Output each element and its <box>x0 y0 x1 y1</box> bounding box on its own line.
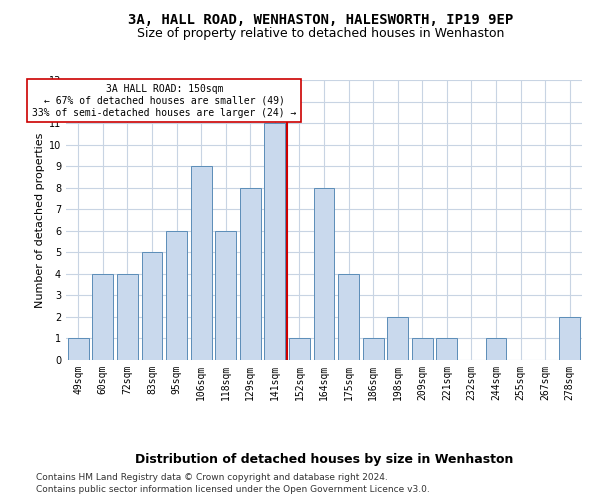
Bar <box>117 274 138 360</box>
Bar <box>362 338 383 360</box>
Text: Size of property relative to detached houses in Wenhaston: Size of property relative to detached ho… <box>137 28 505 40</box>
Bar <box>92 274 113 360</box>
Bar <box>436 338 457 360</box>
Bar <box>338 274 359 360</box>
Bar <box>166 231 187 360</box>
Bar <box>314 188 334 360</box>
Y-axis label: Number of detached properties: Number of detached properties <box>35 132 44 308</box>
Bar <box>142 252 163 360</box>
Bar <box>485 338 506 360</box>
Text: 3A, HALL ROAD, WENHASTON, HALESWORTH, IP19 9EP: 3A, HALL ROAD, WENHASTON, HALESWORTH, IP… <box>128 12 514 26</box>
Text: Contains public sector information licensed under the Open Government Licence v3: Contains public sector information licen… <box>36 485 430 494</box>
Bar <box>412 338 433 360</box>
Bar <box>559 317 580 360</box>
Bar <box>265 123 286 360</box>
Text: Contains HM Land Registry data © Crown copyright and database right 2024.: Contains HM Land Registry data © Crown c… <box>36 472 388 482</box>
Bar <box>240 188 261 360</box>
X-axis label: Distribution of detached houses by size in Wenhaston: Distribution of detached houses by size … <box>135 453 513 466</box>
Bar <box>387 317 408 360</box>
Bar <box>289 338 310 360</box>
Bar <box>215 231 236 360</box>
Text: 3A HALL ROAD: 150sqm
← 67% of detached houses are smaller (49)
33% of semi-detac: 3A HALL ROAD: 150sqm ← 67% of detached h… <box>32 84 296 117</box>
Bar <box>191 166 212 360</box>
Bar <box>68 338 89 360</box>
